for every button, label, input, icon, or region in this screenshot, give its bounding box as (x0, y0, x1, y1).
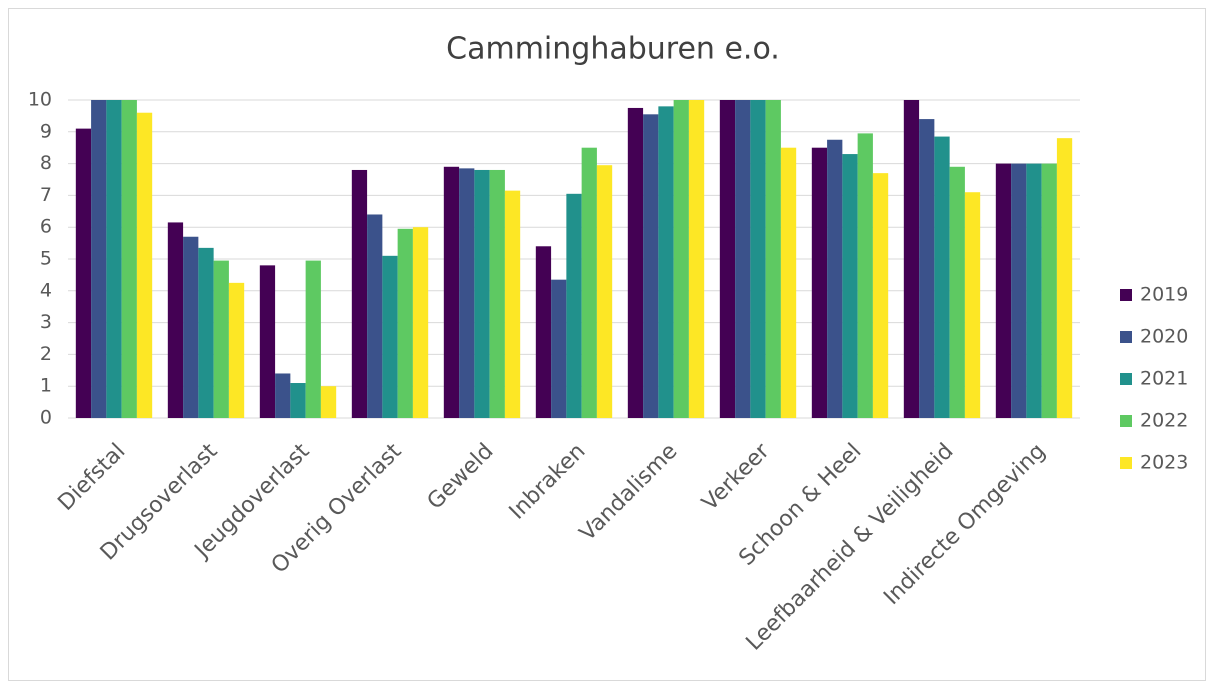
y-tick-label: 0 (40, 407, 52, 429)
bar (121, 100, 137, 418)
bar (566, 193, 582, 418)
bar (688, 100, 705, 418)
legend-swatch (1120, 415, 1132, 427)
bar (275, 373, 291, 418)
bar (995, 163, 1012, 418)
legend-label: 2021 (1140, 368, 1188, 390)
bar (489, 169, 505, 418)
y-tick-label: 9 (40, 120, 52, 142)
bar (658, 106, 674, 419)
bar (1041, 163, 1057, 418)
legend-swatch (1120, 289, 1132, 301)
legend-swatch (1120, 457, 1132, 469)
legend-label: 2020 (1140, 326, 1188, 348)
bar (903, 100, 920, 418)
bar (75, 128, 92, 418)
bar (382, 255, 398, 418)
bar (627, 107, 644, 418)
bar (412, 227, 429, 418)
bar (1026, 163, 1042, 418)
legend-label: 2023 (1140, 452, 1188, 474)
bar (643, 114, 659, 418)
bar (934, 136, 950, 418)
legend-swatch (1120, 331, 1132, 343)
bar (780, 147, 797, 418)
bar (811, 147, 828, 418)
bar (320, 386, 337, 418)
y-tick-label: 10 (28, 89, 52, 111)
bar (136, 112, 153, 418)
bar (183, 236, 199, 418)
bar (673, 100, 689, 418)
y-tick-label: 2 (40, 343, 52, 365)
bar (842, 154, 858, 418)
bar (91, 100, 107, 418)
bar (504, 190, 521, 418)
bar (167, 222, 184, 418)
bar (857, 133, 873, 418)
bar (198, 247, 214, 418)
bar (964, 192, 981, 418)
bar (949, 166, 965, 418)
bar (106, 100, 122, 418)
bar (1056, 138, 1073, 418)
bar (719, 100, 736, 418)
bar (290, 383, 306, 418)
bar (827, 139, 843, 418)
bar (367, 214, 383, 418)
bar (551, 279, 567, 418)
bar (735, 100, 751, 418)
y-tick-label: 7 (40, 184, 52, 206)
chart-title: Camminghaburen e.o. (446, 32, 780, 67)
bar (1011, 163, 1027, 418)
bar (750, 100, 766, 418)
legend-label: 2022 (1140, 410, 1188, 432)
bar (351, 169, 368, 418)
legend-label: 2019 (1140, 284, 1188, 306)
legend-swatch (1120, 373, 1132, 385)
y-tick-label: 3 (40, 311, 52, 333)
bar (228, 282, 245, 418)
bar (765, 100, 781, 418)
bar (305, 260, 321, 418)
y-tick-label: 5 (40, 248, 52, 270)
bar (474, 169, 490, 418)
bar (397, 228, 413, 418)
bar (581, 147, 597, 418)
bar (443, 166, 460, 418)
bar (459, 168, 475, 418)
bar (872, 173, 889, 418)
y-tick-label: 4 (40, 279, 52, 301)
bar (919, 119, 935, 418)
bar (535, 246, 552, 418)
bar (213, 260, 229, 418)
bar (596, 165, 613, 418)
y-tick-label: 8 (40, 152, 52, 174)
bar (259, 265, 276, 418)
y-tick-label: 1 (40, 375, 52, 397)
y-tick-label: 6 (40, 216, 52, 238)
